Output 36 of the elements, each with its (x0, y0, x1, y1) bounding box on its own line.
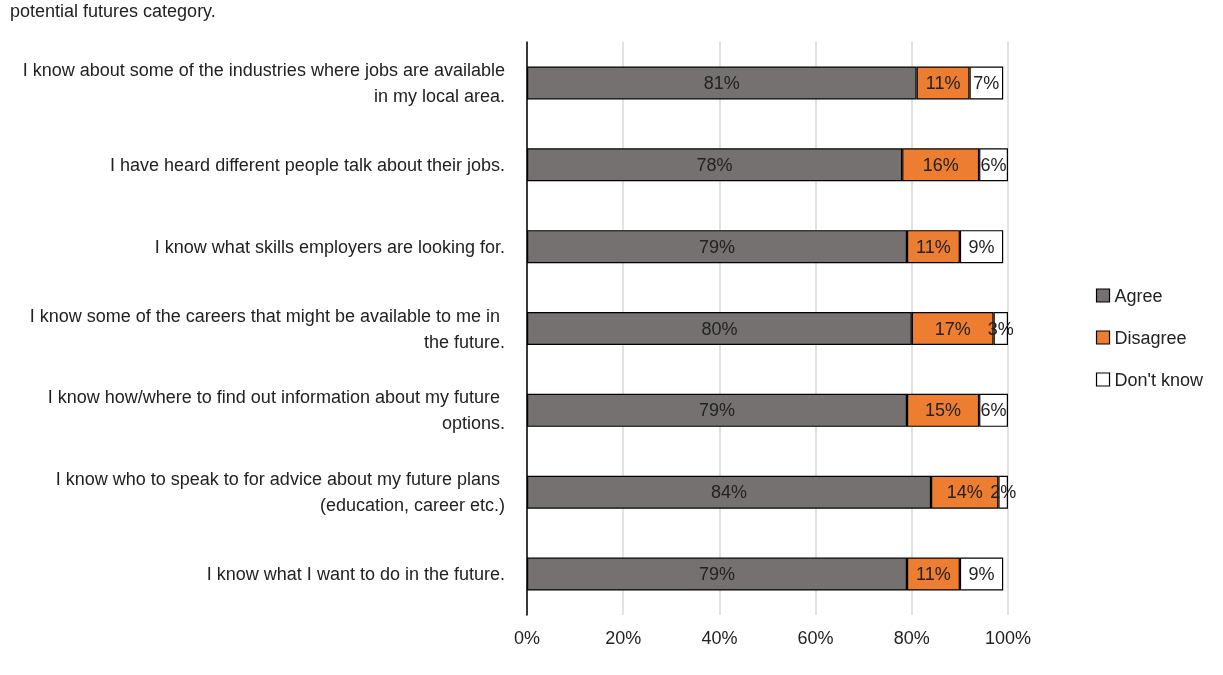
data-label: 80% (701, 318, 738, 339)
data-label: 6% (980, 154, 1007, 175)
y-tick-label: I know what skills employers are looking for. (154, 236, 505, 257)
data-label: 11% (925, 72, 961, 93)
data-label: 79% (698, 400, 736, 421)
x-tick-label: 40% (701, 628, 738, 648)
y-tick-label: I have heard different people talk about their jobs. (110, 154, 505, 175)
data-label: 14% (946, 482, 983, 503)
x-tick-label: 80% (893, 628, 930, 648)
data-label: 81% (703, 72, 740, 93)
data-label: 6% (980, 400, 1007, 421)
data-label: 84% (711, 482, 748, 503)
data-label: 79% (698, 564, 736, 585)
y-tick-label: I know some of the careers that might be available to me in the future. (29, 305, 505, 352)
x-tick-label: 20% (605, 628, 642, 648)
text: potential futures category. (10, 1, 216, 21)
data-label: 11% (916, 564, 951, 585)
legend-label: Don't know (1114, 369, 1204, 390)
data-label: 79% (698, 236, 736, 257)
data-label: 7% (973, 72, 1000, 93)
x-tick-label: 60% (797, 628, 834, 648)
legend-label: Agree (1114, 285, 1163, 306)
data-label: 17% (934, 318, 971, 339)
y-tick-label: I know about some of the industries where jobs are available in my local area. (22, 59, 505, 106)
data-label: 9% (968, 236, 995, 257)
data-label: 78% (696, 154, 733, 175)
y-tick-label: I know how/where to find out information about my future options. (47, 387, 505, 434)
x-tick-label: 0% (513, 628, 541, 648)
data-label: 9% (968, 564, 995, 585)
data-label: 16% (922, 154, 959, 175)
y-tick-label: I know what I want to do in the future. (206, 564, 505, 585)
y-tick-label: I know who to speak to for advice about my future plans (education, career etc.) (55, 469, 505, 516)
x-tick-label: 100% (984, 628, 1032, 648)
legend-label: Disagree (1114, 327, 1187, 348)
data-label: 11% (916, 236, 951, 257)
data-label: 15% (925, 400, 962, 421)
